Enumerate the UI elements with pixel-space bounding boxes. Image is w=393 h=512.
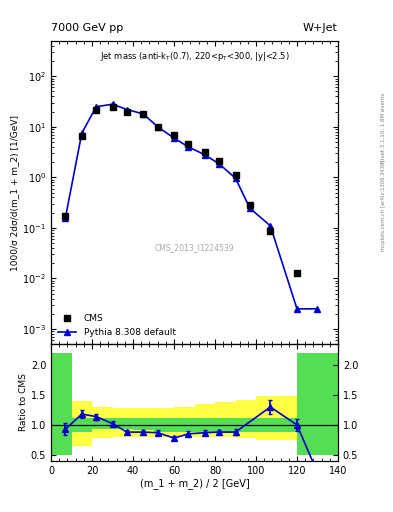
Pythia 8.308 default [63,215,68,221]
CMS [217,158,222,164]
Pythia 8.308 default [202,152,207,158]
Text: mcplots.cern.ch [arXiv:1306.3436]: mcplots.cern.ch [arXiv:1306.3436] [381,159,386,250]
Pythia 8.308 default [268,223,273,229]
Pythia 8.308 default [155,124,160,130]
Pythia 8.308 default [110,101,115,108]
Line: Pythia 8.308 default: Pythia 8.308 default [62,101,320,312]
CMS [268,228,273,234]
Pythia 8.308 default [186,144,191,150]
CMS [202,149,207,155]
Text: 7000 GeV pp: 7000 GeV pp [51,23,123,33]
CMS [79,133,84,139]
Pythia 8.308 default [172,135,176,141]
CMS [233,172,238,178]
CMS [295,270,299,276]
Y-axis label: 1000/σ 2dσ/d(m_1 + m_2) [1/GeV]: 1000/σ 2dσ/d(m_1 + m_2) [1/GeV] [11,115,20,270]
Pythia 8.308 default [141,111,146,117]
Pythia 8.308 default [233,175,238,181]
Text: Rivet 3.1.10, 1.8M events: Rivet 3.1.10, 1.8M events [381,93,386,163]
Text: W+Jet: W+Jet [303,23,338,33]
CMS [63,213,68,219]
Y-axis label: Ratio to CMS: Ratio to CMS [19,374,28,432]
Pythia 8.308 default [79,130,84,136]
Line: CMS: CMS [62,104,300,275]
X-axis label: (m_1 + m_2) / 2 [GeV]: (m_1 + m_2) / 2 [GeV] [140,478,250,489]
Text: Jet mass (anti-k$_\mathrm{T}$(0.7), 220<p$_\mathrm{T}$<300, |y|<2.5): Jet mass (anti-k$_\mathrm{T}$(0.7), 220<… [99,50,290,63]
Text: CMS_2013_I1224539: CMS_2013_I1224539 [155,243,234,252]
Pythia 8.308 default [125,106,129,113]
Pythia 8.308 default [248,205,252,211]
CMS [125,109,129,115]
CMS [110,103,115,110]
Pythia 8.308 default [295,306,299,312]
Pythia 8.308 default [315,306,320,312]
Pythia 8.308 default [94,103,99,110]
Pythia 8.308 default [217,161,222,167]
CMS [186,141,191,147]
CMS [141,111,146,117]
CMS [248,202,252,208]
CMS [94,106,99,113]
CMS [172,132,176,138]
Legend: CMS, Pythia 8.308 default: CMS, Pythia 8.308 default [55,312,178,339]
CMS [155,124,160,130]
